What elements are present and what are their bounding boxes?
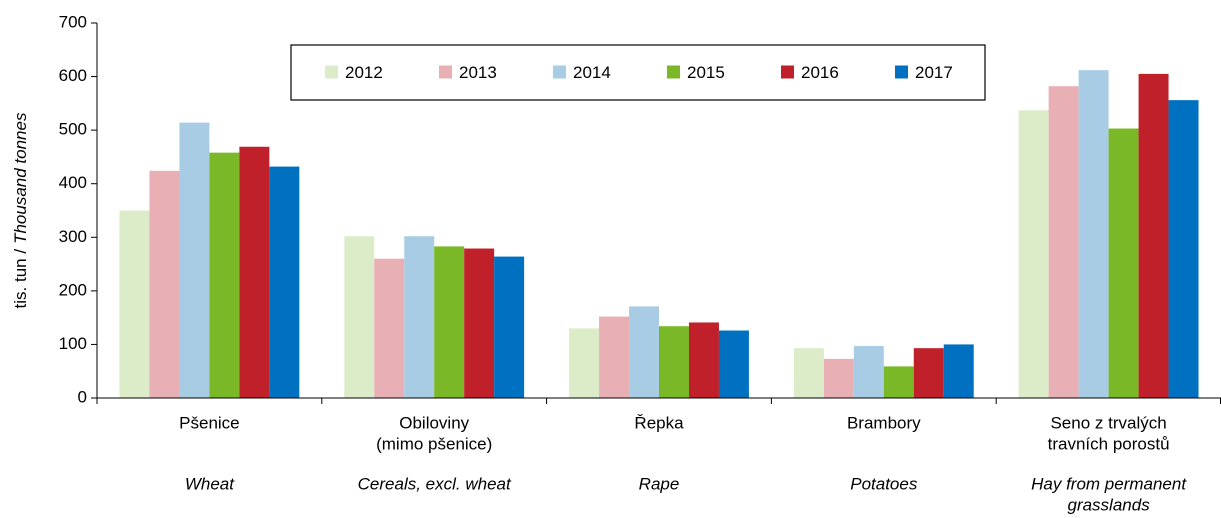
bar <box>434 246 465 398</box>
x-tick-label: Pšenice <box>179 413 239 432</box>
bar <box>659 326 689 398</box>
x-tick-label-en: grasslands <box>1067 495 1150 514</box>
legend-label: 2012 <box>345 63 383 82</box>
bar <box>1108 128 1139 399</box>
legend-swatch <box>439 65 452 79</box>
bar <box>913 348 944 398</box>
y-tick-label: 300 <box>59 227 87 246</box>
bar <box>883 366 914 398</box>
bar <box>793 348 824 398</box>
legend-swatch <box>325 65 338 79</box>
legend-label: 2014 <box>573 63 611 82</box>
bar <box>853 346 884 398</box>
legend-label: 2013 <box>459 63 497 82</box>
x-tick-label: Obiloviny <box>399 413 469 432</box>
y-axis-label-part: tis. tun / <box>11 249 30 309</box>
y-tick-label: 0 <box>78 387 87 406</box>
x-tick-label-en: Wheat <box>185 474 235 493</box>
x-tick-label-en: Hay from permanent <box>1031 474 1187 493</box>
bar <box>1168 100 1199 399</box>
bar <box>599 316 630 398</box>
legend-swatch <box>553 65 566 79</box>
bar <box>1138 73 1169 399</box>
bar <box>239 146 270 398</box>
x-tick-label-en: Rape <box>639 474 680 493</box>
bar <box>494 256 525 398</box>
legend-label: 2016 <box>801 63 839 82</box>
bar <box>1018 110 1049 399</box>
bar <box>688 322 719 398</box>
x-tick-label: Brambory <box>847 413 921 432</box>
bar <box>629 306 659 398</box>
bar <box>1048 86 1079 398</box>
legend-box <box>290 44 986 101</box>
x-tick-label: Řepka <box>634 413 684 432</box>
bar <box>149 170 180 398</box>
x-tick-label: Seno z trvalých <box>1050 413 1166 432</box>
y-tick-label: 100 <box>59 334 87 353</box>
y-tick-label: 600 <box>59 66 87 85</box>
bar <box>344 236 375 398</box>
x-tick-label: travních porostů <box>1048 434 1170 453</box>
legend-label: 2015 <box>687 63 725 82</box>
legend-swatch <box>667 65 680 79</box>
bar <box>823 358 854 398</box>
bar <box>404 236 435 398</box>
legend-label: 2017 <box>915 63 953 82</box>
x-tick-label-en: Cereals, excl. wheat <box>358 474 512 493</box>
bar <box>718 330 749 398</box>
bar <box>569 328 600 398</box>
bar <box>209 152 240 398</box>
y-tick-label: 400 <box>59 173 87 192</box>
y-tick-label: 700 <box>59 12 87 31</box>
bar <box>464 248 495 398</box>
y-tick-label: 500 <box>59 120 87 139</box>
y-axis-label: tis. tun / Thousand tonnes <box>11 112 30 308</box>
legend-swatch <box>781 65 794 79</box>
y-tick-label: 200 <box>59 280 87 299</box>
bar <box>179 122 210 399</box>
x-tick-label-en: Potatoes <box>850 474 918 493</box>
bar <box>943 344 974 398</box>
bar <box>119 210 150 398</box>
bar <box>374 258 405 398</box>
y-axis-label-part: Thousand tonnes <box>11 112 30 244</box>
bar <box>269 166 300 398</box>
legend-swatch <box>895 65 908 79</box>
bar <box>1078 70 1109 399</box>
x-tick-label: (mimo pšenice) <box>376 434 492 453</box>
